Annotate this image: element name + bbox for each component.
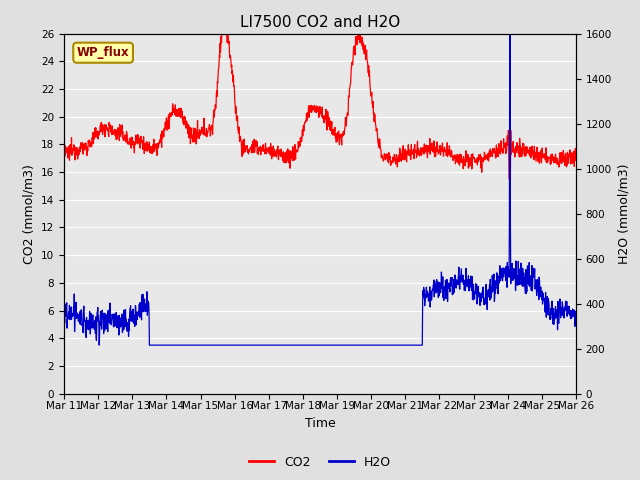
Legend: CO2, H2O: CO2, H2O <box>244 451 396 474</box>
X-axis label: Time: Time <box>305 417 335 430</box>
Y-axis label: CO2 (mmol/m3): CO2 (mmol/m3) <box>22 164 35 264</box>
Y-axis label: H2O (mmol/m3): H2O (mmol/m3) <box>618 163 630 264</box>
Title: LI7500 CO2 and H2O: LI7500 CO2 and H2O <box>240 15 400 30</box>
Text: WP_flux: WP_flux <box>77 46 129 59</box>
